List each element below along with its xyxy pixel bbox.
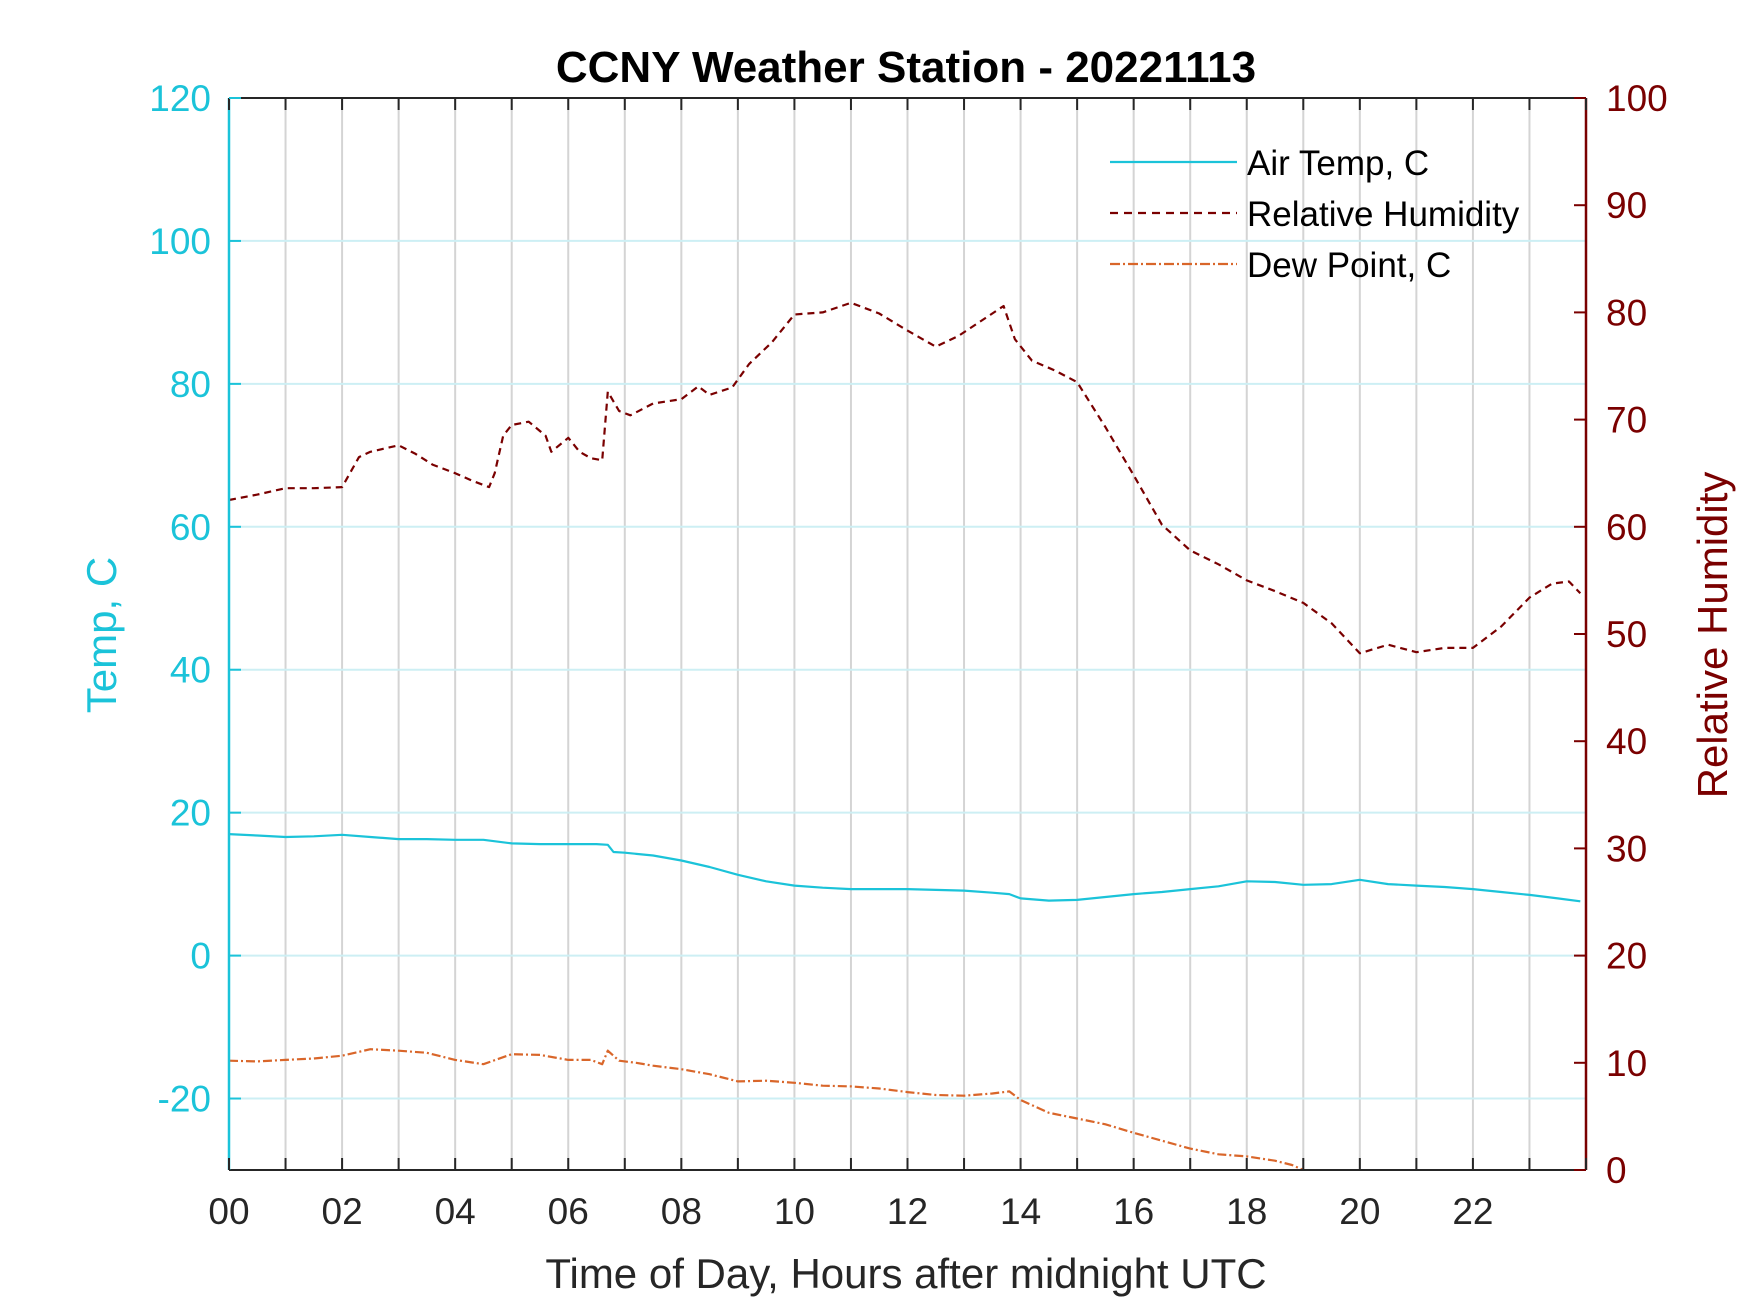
y-right-tick-label: 70: [1606, 400, 1647, 441]
y-left-tick-label: 60: [170, 507, 211, 548]
x-tick-label: 02: [322, 1191, 363, 1232]
y-left-tick-label: 80: [170, 364, 211, 405]
legend-label-air-temp: Air Temp, C: [1247, 144, 1429, 183]
x-tick-label: 10: [774, 1191, 815, 1232]
y-right-tick-label: 20: [1606, 936, 1647, 977]
y-axis-label-right: Relative Humidity: [1689, 472, 1736, 799]
y-left-tick-label: 120: [149, 78, 211, 119]
grid-layer: [229, 97, 1586, 1170]
legend-label-dew-point: Dew Point, C: [1247, 246, 1451, 285]
y-right-tick-label: 50: [1606, 614, 1647, 655]
y-left-tick-label: 20: [170, 793, 211, 834]
x-tick-label: 08: [661, 1191, 702, 1232]
y-left-tick-label: 40: [170, 650, 211, 691]
y-right-tick-label: 30: [1606, 828, 1647, 869]
x-tick-label: 20: [1339, 1191, 1380, 1232]
legend-label-humidity: Relative Humidity: [1247, 195, 1520, 234]
y-left-tick-label: 100: [149, 221, 211, 262]
x-tick-label: 18: [1226, 1191, 1267, 1232]
series-layer: [228, 301, 1582, 1172]
x-tick-label: 04: [435, 1191, 476, 1232]
series-line-air-temp: [228, 833, 1581, 903]
y-right-tick-label: 80: [1606, 292, 1647, 333]
y-right-tick-label: 10: [1606, 1043, 1647, 1084]
legend: Air Temp, C Relative Humidity Dew Point,…: [1110, 144, 1520, 285]
ticks-layer: 00 02 04 06 08 10 12 14 16 18 20 22-200204060801001…: [149, 78, 1667, 1232]
y-right-tick-label: 0: [1606, 1150, 1627, 1191]
y-left-tick-label: 0: [190, 936, 211, 977]
y-right-tick-label: 40: [1606, 721, 1647, 762]
x-tick-label: 12: [887, 1191, 928, 1232]
y-right-tick-label: 100: [1606, 78, 1668, 119]
x-axis-label: Time of Day, Hours after midnight UTC: [545, 1250, 1266, 1297]
chart-title: CCNY Weather Station - 20221113: [556, 43, 1256, 92]
y-right-tick-label: 60: [1606, 507, 1647, 548]
x-tick-label: 00: [208, 1191, 249, 1232]
y-right-tick-label: 90: [1606, 185, 1647, 226]
x-tick-label: 16: [1113, 1191, 1154, 1232]
x-tick-label: 14: [1000, 1191, 1041, 1232]
series-line-humidity: [228, 301, 1582, 655]
y-left-tick-label: -20: [158, 1079, 211, 1120]
x-tick-label: 06: [548, 1191, 589, 1232]
x-tick-label: 22: [1452, 1191, 1493, 1232]
y-axis-label-left: Temp, C: [78, 557, 125, 713]
